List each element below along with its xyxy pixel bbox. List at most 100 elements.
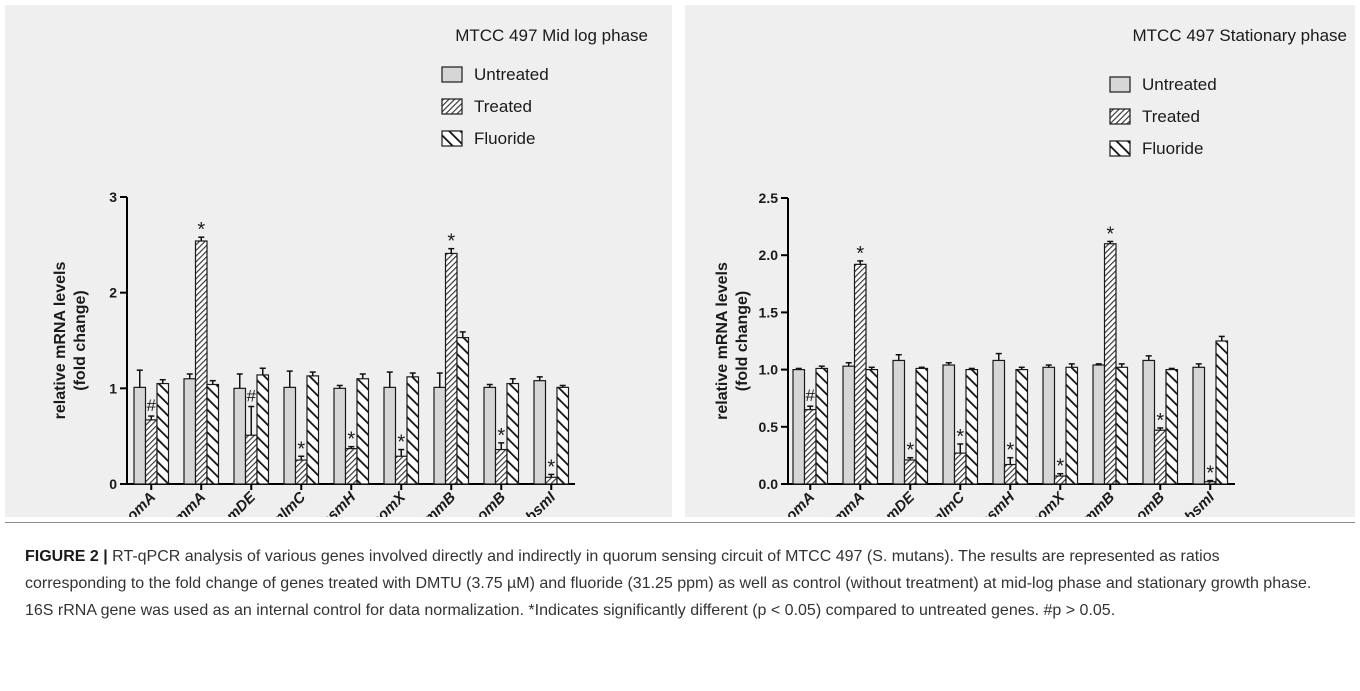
bar-immB-fluoride bbox=[1115, 366, 1129, 485]
bar-comA-treated bbox=[144, 419, 158, 485]
bar-comDE-untreated bbox=[892, 359, 906, 485]
significance-mark: * bbox=[497, 425, 505, 447]
chart-title: MTCC 497 Mid log phase bbox=[455, 26, 648, 45]
x-tick-label-comX: comX bbox=[368, 488, 410, 517]
significance-mark: * bbox=[1006, 440, 1014, 462]
significance-mark: * bbox=[1206, 463, 1214, 485]
bar-comDE-treated bbox=[244, 434, 258, 485]
bar-nlmC-fluoride bbox=[965, 369, 979, 485]
bar-comX-fluoride bbox=[1065, 366, 1079, 485]
significance-mark: * bbox=[397, 432, 405, 454]
bar-comX-treated bbox=[394, 455, 408, 485]
significance-mark: * bbox=[447, 231, 455, 253]
legend-swatch-fluoride bbox=[1109, 140, 1131, 157]
significance-mark: * bbox=[906, 440, 914, 462]
bar-comB-fluoride bbox=[506, 382, 520, 485]
x-tick-label-comA: comA bbox=[118, 489, 159, 517]
bar-bsmI-fluoride bbox=[1215, 340, 1229, 485]
x-tick-label-bsmH: bsmH bbox=[318, 488, 360, 517]
significance-mark: * bbox=[1156, 410, 1164, 432]
caption-text: RT-qPCR analysis of various genes involv… bbox=[25, 548, 1312, 619]
y-tick-label: 3 bbox=[109, 189, 117, 205]
figure-caption: FIGURE 2 | RT-qPCR analysis of various g… bbox=[25, 543, 1325, 624]
bar-immB-treated bbox=[444, 252, 458, 485]
bar-bsmI-untreated bbox=[533, 380, 547, 485]
x-tick-label-immB: immB bbox=[418, 489, 460, 517]
legend-swatch-untreated bbox=[1109, 76, 1131, 93]
y-tick-label: 2.0 bbox=[759, 247, 779, 263]
x-tick-label-comB: comB bbox=[468, 489, 510, 517]
chart-stationary-svg: MTCC 497 Stationary phase Untreated Treate… bbox=[714, 26, 1347, 517]
x-tick-label-immA: immA bbox=[168, 489, 209, 517]
significance-mark: * bbox=[197, 219, 205, 241]
bar-immA-untreated bbox=[842, 365, 856, 485]
bar-nlmC-untreated bbox=[283, 386, 297, 485]
figure-caption-box: FIGURE 2 | RT-qPCR analysis of various g… bbox=[5, 522, 1355, 687]
significance-mark: * bbox=[956, 426, 964, 448]
y-tick-label: 2.5 bbox=[759, 190, 779, 206]
significance-mark: # bbox=[806, 386, 816, 405]
significance-mark: # bbox=[247, 387, 257, 406]
bar-bsmI-untreated bbox=[1192, 366, 1206, 485]
significance-mark: * bbox=[297, 438, 305, 460]
bar-bsmI-fluoride bbox=[556, 386, 570, 485]
legend-swatch-untreated bbox=[441, 66, 463, 83]
bar-comB-untreated bbox=[483, 386, 497, 485]
bar-nlmC-treated bbox=[953, 452, 967, 485]
y-tick-label: 1.0 bbox=[759, 362, 779, 378]
bar-comDE-fluoride bbox=[256, 374, 270, 485]
significance-mark: * bbox=[1056, 456, 1064, 478]
y-tick-label: 2 bbox=[109, 285, 117, 301]
bar-comDE-treated bbox=[903, 459, 917, 485]
x-tick-label-bsmI: bsmI bbox=[522, 488, 559, 517]
bar-bsmH-untreated bbox=[992, 359, 1006, 485]
x-tick-label-comB: comB bbox=[1127, 489, 1169, 517]
y-tick-label: 0 bbox=[109, 476, 117, 492]
bar-immB-untreated bbox=[1092, 364, 1106, 485]
y-axis-label-line: (fold change) bbox=[734, 291, 751, 391]
bar-immB-treated bbox=[1103, 243, 1117, 485]
bar-immA-fluoride bbox=[206, 383, 220, 485]
x-tick-label-nlmC: nlmC bbox=[930, 488, 969, 517]
bar-bsmH-untreated bbox=[333, 387, 347, 485]
x-tick-label-immB: immB bbox=[1077, 489, 1119, 517]
significance-mark: * bbox=[547, 456, 555, 478]
bar-comDE-untreated bbox=[233, 387, 247, 485]
bar-comB-treated bbox=[494, 448, 508, 485]
bar-comB-treated bbox=[1153, 429, 1167, 485]
caption-separator: | bbox=[98, 548, 113, 565]
y-tick-label: 0.0 bbox=[759, 476, 779, 492]
significance-mark: * bbox=[347, 429, 355, 451]
legend-label-fluoride: Fluoride bbox=[474, 129, 535, 148]
bar-bsmH-fluoride bbox=[356, 378, 370, 485]
bar-comB-untreated bbox=[1142, 359, 1156, 485]
x-tick-label-comDE: comDE bbox=[870, 488, 919, 517]
y-tick-label: 1.5 bbox=[759, 304, 779, 320]
bar-immA-treated bbox=[194, 240, 208, 485]
x-tick-label-nlmC: nlmC bbox=[271, 488, 310, 517]
x-tick-label-bsmI: bsmI bbox=[1181, 488, 1218, 517]
bar-bsmH-treated bbox=[1003, 463, 1017, 485]
x-tick-label-comDE: comDE bbox=[211, 488, 260, 517]
bar-bsmH-treated bbox=[344, 448, 358, 485]
y-tick-label: 1 bbox=[109, 380, 117, 396]
chart-panel-mid-log: MTCC 497 Mid log phase Untreated Treated Fl… bbox=[5, 5, 672, 517]
caption-label: FIGURE 2 bbox=[25, 548, 99, 565]
y-tick-label: 0.5 bbox=[759, 419, 779, 435]
chart-mid-log-svg: MTCC 497 Mid log phase Untreated Treated Fl… bbox=[52, 26, 648, 517]
bar-bsmH-fluoride bbox=[1015, 369, 1029, 485]
bar-immB-fluoride bbox=[456, 337, 470, 485]
legend-label-treated: Treated bbox=[1142, 107, 1200, 126]
legend-swatch-treated bbox=[441, 98, 463, 115]
x-tick-label-comA: comA bbox=[777, 489, 818, 517]
bar-immA-untreated bbox=[183, 378, 197, 485]
significance-mark: * bbox=[856, 243, 864, 265]
y-axis-label-line: relative mRNA levels bbox=[714, 262, 731, 420]
chart-panel-stationary: MTCC 497 Stationary phase Untreated Treate… bbox=[685, 5, 1355, 517]
x-tick-label-bsmH: bsmH bbox=[977, 488, 1019, 517]
y-axis-label-line: relative mRNA levels bbox=[52, 262, 69, 420]
bar-immA-treated bbox=[853, 263, 867, 485]
bar-comB-fluoride bbox=[1165, 369, 1179, 485]
significance-mark: # bbox=[147, 396, 157, 415]
legend-swatch-treated bbox=[1109, 108, 1131, 125]
